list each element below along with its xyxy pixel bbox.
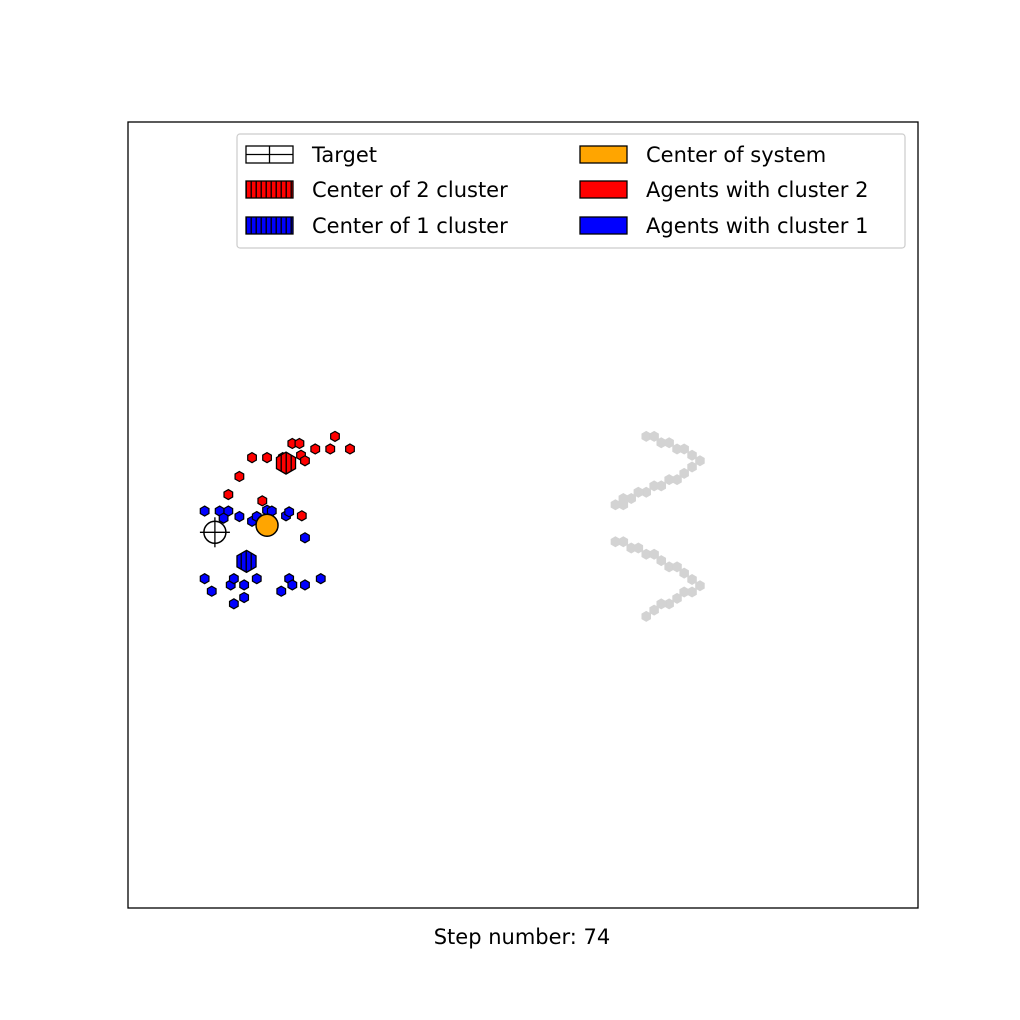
obstacle-point xyxy=(649,480,659,492)
obstacle-point xyxy=(672,592,682,604)
obstacle-point xyxy=(656,437,667,449)
legend-label-center2: Center of 2 cluster xyxy=(312,178,508,202)
obstacle-point xyxy=(649,430,659,442)
agent-cluster-2-point xyxy=(310,443,321,455)
agent-cluster-1-point xyxy=(234,510,245,523)
agent-cluster-1-point xyxy=(239,579,250,591)
agent-cluster-1-point xyxy=(287,579,298,591)
legend-swatch-target xyxy=(245,145,294,164)
agent-cluster-2-point xyxy=(234,470,245,483)
obstacle-point xyxy=(649,604,659,616)
obstacle-point xyxy=(664,561,674,573)
agent-cluster-1-point xyxy=(228,598,239,610)
center-cluster-2-marker xyxy=(275,451,297,475)
agent-cluster-1-point xyxy=(300,579,310,591)
legend-label-center1: Center of 1 cluster xyxy=(312,214,508,238)
center-of-system-marker xyxy=(255,513,279,537)
obstacle-point xyxy=(664,598,674,610)
legend-swatch-agents1 xyxy=(579,216,628,235)
agent-cluster-1-point xyxy=(315,572,326,585)
obstacle-point xyxy=(610,499,621,511)
obstacle-point xyxy=(687,573,697,585)
obstacle-point xyxy=(633,486,644,498)
obstacle-point xyxy=(641,486,651,498)
obstacle-point xyxy=(664,437,674,449)
obstacle-point xyxy=(687,461,697,473)
agent-cluster-1-point xyxy=(300,532,310,544)
agents-cluster-1-layer xyxy=(199,504,326,610)
obstacle-point xyxy=(679,443,689,455)
agent-cluster-2-point xyxy=(257,495,268,507)
obstacle-point xyxy=(618,499,629,511)
obstacle-point xyxy=(664,474,674,486)
agent-cluster-2-point xyxy=(247,451,257,464)
agent-cluster-2-point xyxy=(330,430,340,443)
x-axis-label: Step number: 74 xyxy=(434,925,611,949)
legend: Target Center of 2 cluster Center of 1 c… xyxy=(236,133,906,249)
obstacle-point xyxy=(679,467,689,479)
obstacle-point xyxy=(695,580,705,592)
legend-box xyxy=(236,133,906,249)
obstacle-point xyxy=(633,542,644,554)
agent-cluster-1-point xyxy=(199,572,210,585)
obstacle-point xyxy=(618,536,629,548)
agent-cluster-2-point xyxy=(223,488,234,501)
legend-label-center-system: Center of system xyxy=(646,143,826,167)
agent-cluster-1-point xyxy=(228,572,239,585)
obstacle-point xyxy=(679,586,689,598)
obstacle-point xyxy=(641,548,651,560)
agent-cluster-1-point xyxy=(239,591,250,604)
obstacle-point xyxy=(641,430,651,442)
plot-area xyxy=(199,430,705,622)
obstacle-layer xyxy=(610,430,705,622)
legend-label-agents1: Agents with cluster 1 xyxy=(646,214,868,238)
centers-layer xyxy=(199,451,297,574)
obstacle-point xyxy=(687,449,697,461)
legend-label-agents2: Agents with cluster 2 xyxy=(646,178,868,202)
obstacle-point xyxy=(695,455,705,467)
agent-cluster-2-point xyxy=(325,443,336,455)
legend-swatch-center-system xyxy=(579,145,628,164)
obstacle-point xyxy=(672,561,682,573)
agent-cluster-2-point xyxy=(296,510,307,522)
legend-label-target: Target xyxy=(311,143,377,167)
obstacle-point xyxy=(626,492,636,504)
agent-cluster-2-point xyxy=(345,443,355,455)
obstacle-point xyxy=(649,548,659,560)
agent-cluster-1-point xyxy=(251,572,262,585)
obstacle-point xyxy=(641,610,651,622)
obstacle-point xyxy=(672,474,682,486)
center-cluster-1-marker xyxy=(236,549,257,574)
agent-cluster-1-point xyxy=(276,585,287,597)
agent-cluster-2-point xyxy=(294,437,305,450)
legend-swatch-agents2 xyxy=(579,180,628,199)
obstacle-point xyxy=(679,567,689,579)
target-marker xyxy=(199,517,230,548)
agent-cluster-1-point xyxy=(199,505,210,517)
obstacle-point xyxy=(656,598,667,610)
agent-cluster-1-point xyxy=(218,512,229,524)
agent-cluster-1-point xyxy=(206,585,217,597)
obstacle-point xyxy=(687,586,697,598)
agents-cluster-2-layer xyxy=(223,430,355,522)
agent-cluster-2-point xyxy=(262,451,272,464)
obstacle-point xyxy=(656,555,667,567)
agent-cluster-1-point xyxy=(284,506,295,518)
agent-cluster-2-point xyxy=(300,455,310,467)
legend-swatch-center1 xyxy=(245,216,294,235)
obstacle-point xyxy=(610,536,621,548)
legend-swatch-center2 xyxy=(245,180,294,199)
